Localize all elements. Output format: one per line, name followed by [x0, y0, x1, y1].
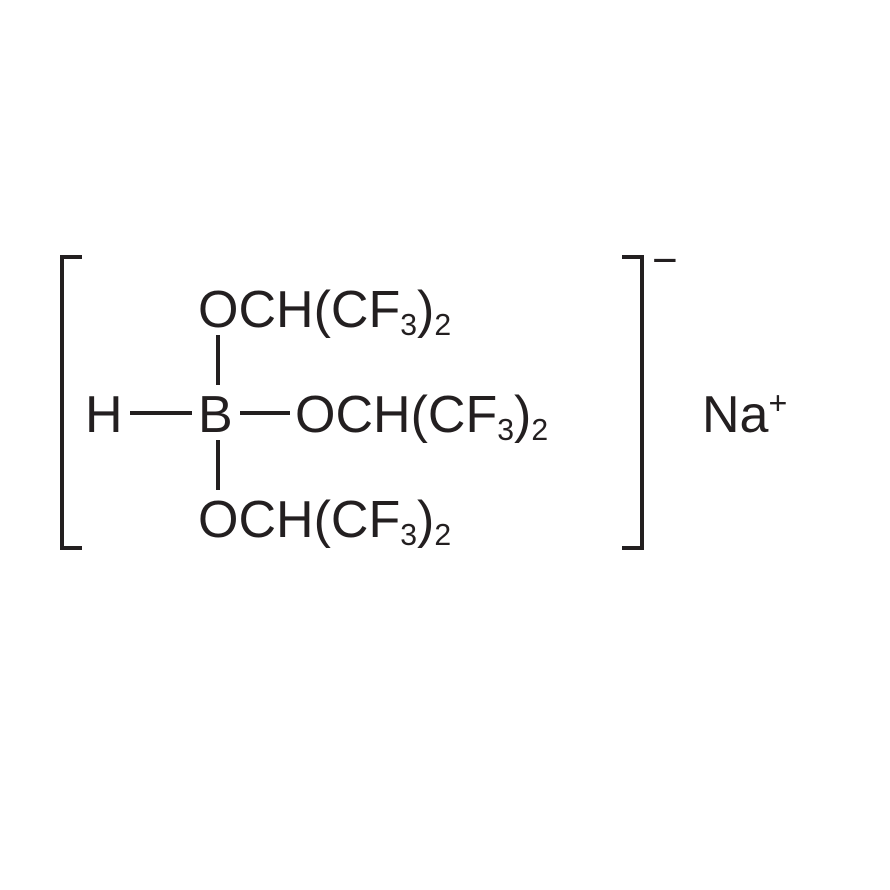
- anion-charge: −: [652, 236, 678, 286]
- bracket-right-bot: [622, 546, 644, 550]
- bond-b-bot: [216, 440, 220, 490]
- bracket-left-vert: [60, 255, 64, 550]
- bracket-left-top: [60, 255, 82, 259]
- cation-sodium: Na+: [702, 385, 787, 445]
- bond-b-mid: [240, 411, 290, 415]
- ligand-top: OCH(CF3)2: [198, 280, 451, 340]
- bracket-left-bot: [60, 546, 82, 550]
- ligand-mid: OCH(CF3)2: [295, 385, 548, 445]
- bond-b-top: [216, 335, 220, 385]
- bond-h-b: [130, 411, 192, 415]
- bracket-right-top: [622, 255, 644, 259]
- bracket-right-vert: [640, 255, 644, 550]
- chemical-structure: H B OCH(CF3)2 OCH(CF3)2 OCH(CF3)2 − Na+: [0, 0, 890, 890]
- atom-boron: B: [198, 385, 233, 445]
- atom-hydrogen: H: [85, 385, 123, 445]
- ligand-bot: OCH(CF3)2: [198, 490, 451, 550]
